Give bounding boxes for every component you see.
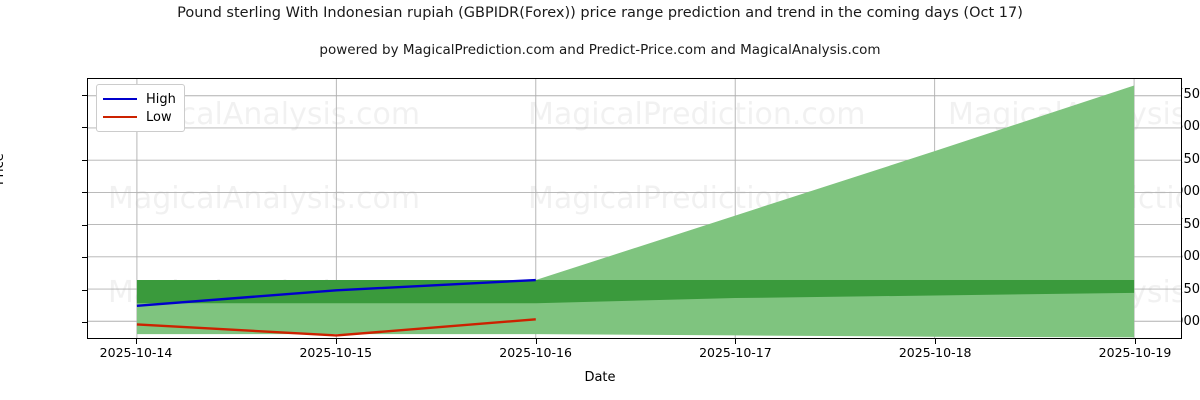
y-tick-mark <box>82 94 87 96</box>
x-tick-mark <box>1135 339 1136 344</box>
x-axis-label: Date <box>584 370 616 385</box>
x-tick-mark <box>535 339 537 344</box>
y-tick-mark <box>82 289 87 291</box>
legend-item-low: Low <box>103 108 176 126</box>
legend-label-low: Low <box>146 109 172 125</box>
series-line-low <box>137 319 536 335</box>
x-tick-mark <box>335 339 337 344</box>
legend-item-high: High <box>103 90 176 108</box>
y-tick-mark <box>82 127 87 129</box>
x-tick-label: 2025-10-16 <box>499 345 572 360</box>
legend-swatch-high <box>103 98 137 100</box>
y-axis-label: Price <box>0 153 7 185</box>
x-tick-mark <box>136 339 137 344</box>
y-tick-mark <box>82 192 87 194</box>
x-tick-label: 2025-10-14 <box>99 345 173 360</box>
x-tick-label: 2025-10-15 <box>299 345 373 360</box>
y-tick-mark <box>82 159 87 161</box>
chart-subtitle: powered by MagicalPrediction.com and Pre… <box>319 42 881 58</box>
x-tick-label: 2025-10-18 <box>898 345 972 360</box>
prediction-range-bands <box>136 85 1135 338</box>
y-tick-mark <box>82 257 87 259</box>
x-tick-label: 2025-10-19 <box>1098 345 1172 360</box>
x-tick-mark <box>935 339 937 344</box>
series-lines <box>88 79 1181 338</box>
x-tick-label: 2025-10-17 <box>699 345 772 360</box>
legend-label-high: High <box>146 91 176 107</box>
plot-area: MagicalAnalysis.com MagicalPrediction.com… <box>87 78 1182 339</box>
series-line-high <box>137 280 536 306</box>
chart-legend: High Low <box>96 84 185 132</box>
x-tick-mark <box>735 339 737 344</box>
y-tick-mark <box>82 322 87 324</box>
y-tick-mark <box>82 224 87 226</box>
chart-title: Pound sterling With Indonesian rupiah (G… <box>177 5 1023 21</box>
legend-swatch-low <box>103 116 137 118</box>
inner-range-band <box>136 280 1135 304</box>
outer-range-band <box>136 85 1135 338</box>
